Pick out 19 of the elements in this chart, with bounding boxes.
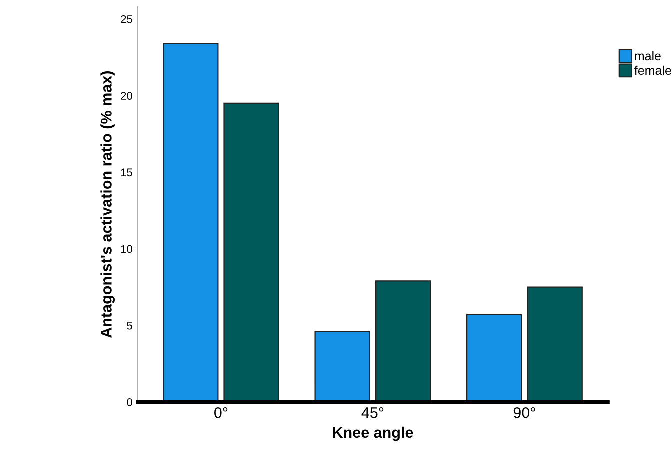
y-tick-label: 25 — [121, 16, 132, 24]
bar — [375, 280, 432, 402]
y-tick-label: 15 — [121, 168, 132, 177]
bar — [314, 331, 370, 402]
x-tick-label: 90° — [514, 407, 536, 418]
bar — [224, 102, 280, 402]
x-axis-title: Knee angle — [333, 426, 414, 442]
y-tick-label: 0 — [127, 398, 132, 406]
x-tick-label: 45° — [362, 407, 384, 418]
y-axis-title: Antagonist's activation ratio (% max) — [100, 72, 115, 338]
y-tick-label: 5 — [127, 322, 132, 330]
y-tick-label: 10 — [121, 245, 132, 254]
bar — [466, 314, 522, 402]
y-tick-label: 20 — [121, 92, 132, 100]
legend-label: male — [635, 51, 661, 61]
bar — [163, 43, 219, 402]
x-tick-label: 0° — [214, 407, 228, 418]
bar — [527, 286, 583, 402]
legend-label: female — [634, 66, 672, 76]
